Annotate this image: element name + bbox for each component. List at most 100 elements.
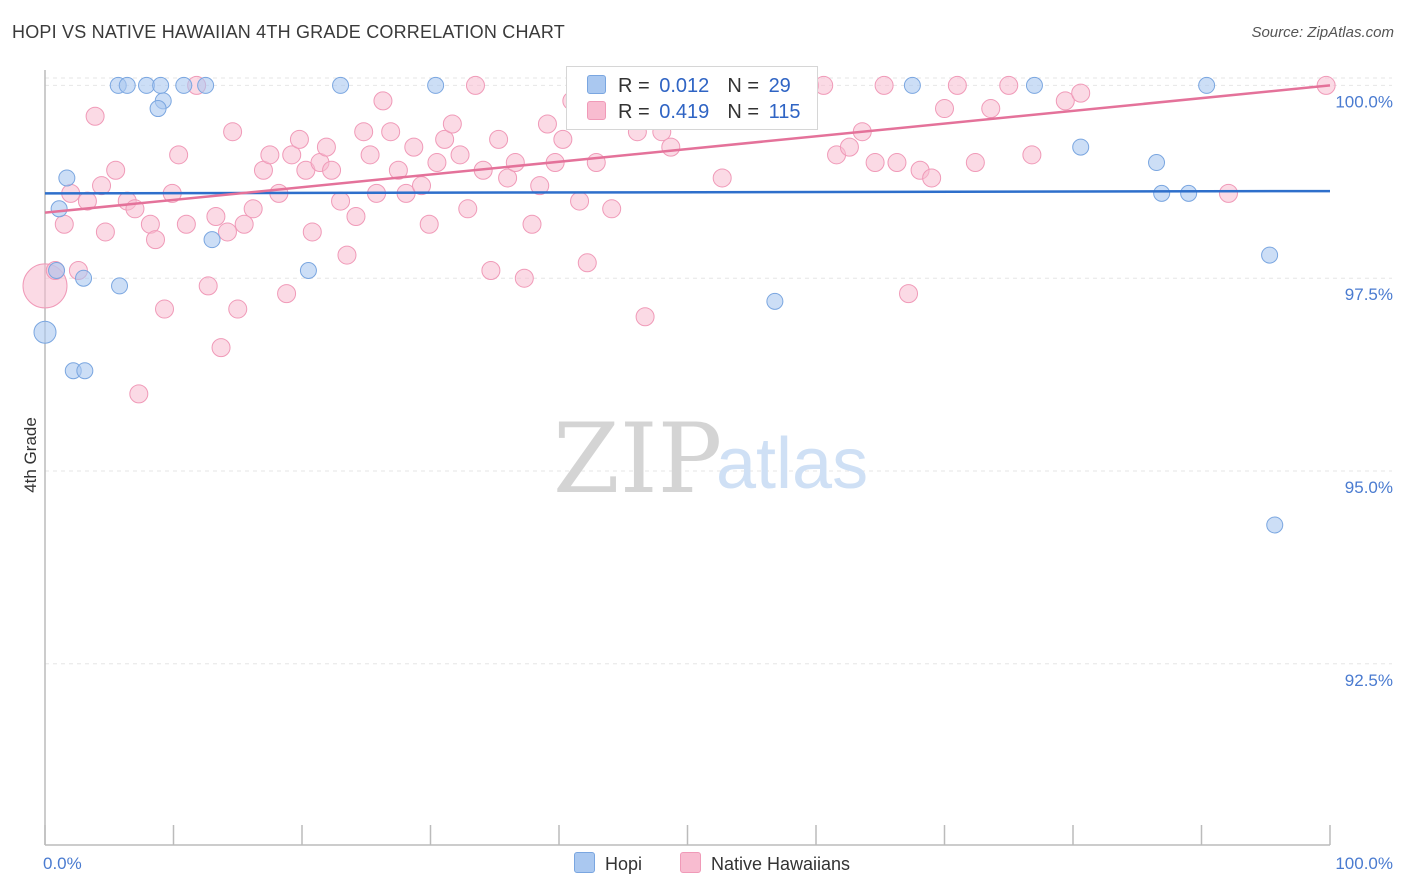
native-hawaiians-point (947, 75, 967, 95)
hopi-points (33, 76, 1284, 534)
hopi-point (1180, 184, 1198, 202)
y-axis-label: 4th Grade (21, 417, 40, 493)
legend-label-native-hawaiians: Native Hawaiians (711, 854, 851, 874)
hopi-point (50, 200, 68, 218)
native-hawaiians-point (234, 214, 254, 234)
hopi-point (1148, 154, 1166, 172)
legend-item-hopi[interactable]: Hopi (574, 852, 642, 875)
watermark-zip: ZIP (553, 403, 722, 515)
legend-item-native-hawaiians[interactable]: Native Hawaiians (680, 852, 850, 875)
native-hawaiians-point (935, 99, 954, 119)
native-hawaiians-point (277, 284, 297, 304)
native-hawaiians-point (346, 207, 366, 227)
native-hawaiians-point (465, 75, 485, 95)
native-hawaiians-point (316, 137, 336, 157)
native-hawaiians-point (404, 137, 424, 157)
native-hawaiians-point (965, 153, 985, 173)
hopi-point (75, 269, 93, 287)
hopi-point (1261, 246, 1279, 264)
native-hawaiians-point (922, 168, 942, 188)
native-hawaiians-point (661, 137, 681, 157)
legend-row-hopi: R = 0.012 N = 29 (587, 75, 791, 101)
native-hawaiians-point (712, 168, 732, 188)
hopi-point (48, 261, 66, 279)
native-hawaiians-point (198, 276, 218, 296)
native-hawaiians-point (577, 253, 597, 273)
r-label: R = (618, 101, 650, 123)
native-hawaiians-point (865, 153, 885, 173)
native-hawaiians-point (1022, 145, 1042, 165)
native-hawaiians-point (635, 307, 655, 327)
correlation-legend: R = 0.012 N = 29 R = 0.419 N = 115 (566, 66, 818, 130)
native-hawaiians-point (435, 129, 455, 149)
x-tick-labels: 0.0% 100.0% (43, 854, 1393, 873)
native-hawaiians-point (481, 260, 501, 280)
native-hawaiians-point (354, 122, 374, 142)
native-hawaiians-point (522, 214, 542, 234)
n-label: N = (727, 75, 759, 97)
native-hawaiians-trend-line (44, 84, 1331, 214)
grid-lines (45, 77, 1392, 665)
hopi-point (152, 76, 170, 94)
native-hawaiians-point (412, 176, 432, 196)
native-hawaiians-point (217, 222, 237, 242)
native-hawaiians-point (282, 145, 302, 165)
hopi-point (138, 76, 156, 94)
native-hawaiians-point (129, 384, 149, 404)
native-hawaiians-point (155, 299, 175, 319)
native-hawaiians-point (570, 191, 590, 211)
hopi-point (111, 277, 129, 295)
legend-row-native-hawaiians: R = 0.419 N = 115 (587, 101, 800, 127)
native-hawaiians-point (419, 214, 439, 234)
native-hawaiians-point (1071, 83, 1091, 103)
native-hawaiians-point (530, 176, 550, 196)
series-legend: Hopi Native Hawaiians (0, 852, 1406, 878)
native-hawaiians-point (602, 199, 622, 219)
n-value: 115 (768, 101, 801, 123)
native-hawaiians-point (981, 99, 1001, 119)
native-hawaiians-point (388, 160, 408, 180)
native-hawaiians-point (95, 222, 115, 242)
native-hawaiians-point (442, 114, 462, 134)
native-hawaiians-point (331, 191, 351, 211)
hopi-point (58, 169, 76, 187)
native-hawaiians-point (360, 145, 380, 165)
native-hawaiians-point (899, 284, 919, 304)
hopi-point (76, 362, 94, 380)
hopi-point (1266, 516, 1284, 534)
y-tick-label: 100.0% (1335, 92, 1393, 111)
hopi-point (1072, 138, 1090, 156)
hopi-point (427, 76, 445, 94)
hopi-point (203, 231, 221, 249)
native-hawaiians-point (260, 145, 280, 165)
native-hawaiians-point (206, 207, 226, 227)
y-tick-label: 92.5% (1345, 671, 1393, 690)
native-hawaiians-point (874, 75, 894, 95)
native-hawaiians-point (450, 145, 470, 165)
native-hawaiians-point (289, 129, 309, 149)
native-hawaiians-point (537, 114, 557, 134)
native-hawaiians-point (839, 137, 859, 157)
native-hawaiians-point (1055, 91, 1075, 111)
source-label: Source: ZipAtlas.com (1251, 24, 1394, 41)
watermark: ZIP atlas (553, 403, 868, 515)
native-hawaiians-point (514, 268, 534, 288)
native-hawaiians-point (211, 338, 231, 358)
native-hawaiians-point (169, 145, 189, 165)
native-hawaiians-point (427, 153, 447, 173)
hopi-point (1198, 76, 1216, 94)
hopi-swatch (587, 75, 606, 94)
hopi-point (197, 76, 215, 94)
x-tick-label: 0.0% (43, 854, 82, 873)
n-value: 29 (768, 75, 791, 97)
native-hawaiians-point (373, 91, 393, 111)
n-label: N = (727, 101, 759, 123)
native-hawaiians-point (228, 299, 248, 319)
hopi-point (33, 320, 57, 344)
native-hawaiians-point (505, 153, 525, 173)
native-hawaiians-point (322, 160, 342, 180)
r-value: 0.012 (659, 75, 710, 97)
watermark-atlas: atlas (716, 424, 868, 504)
native-hawaiians-point (302, 222, 322, 242)
